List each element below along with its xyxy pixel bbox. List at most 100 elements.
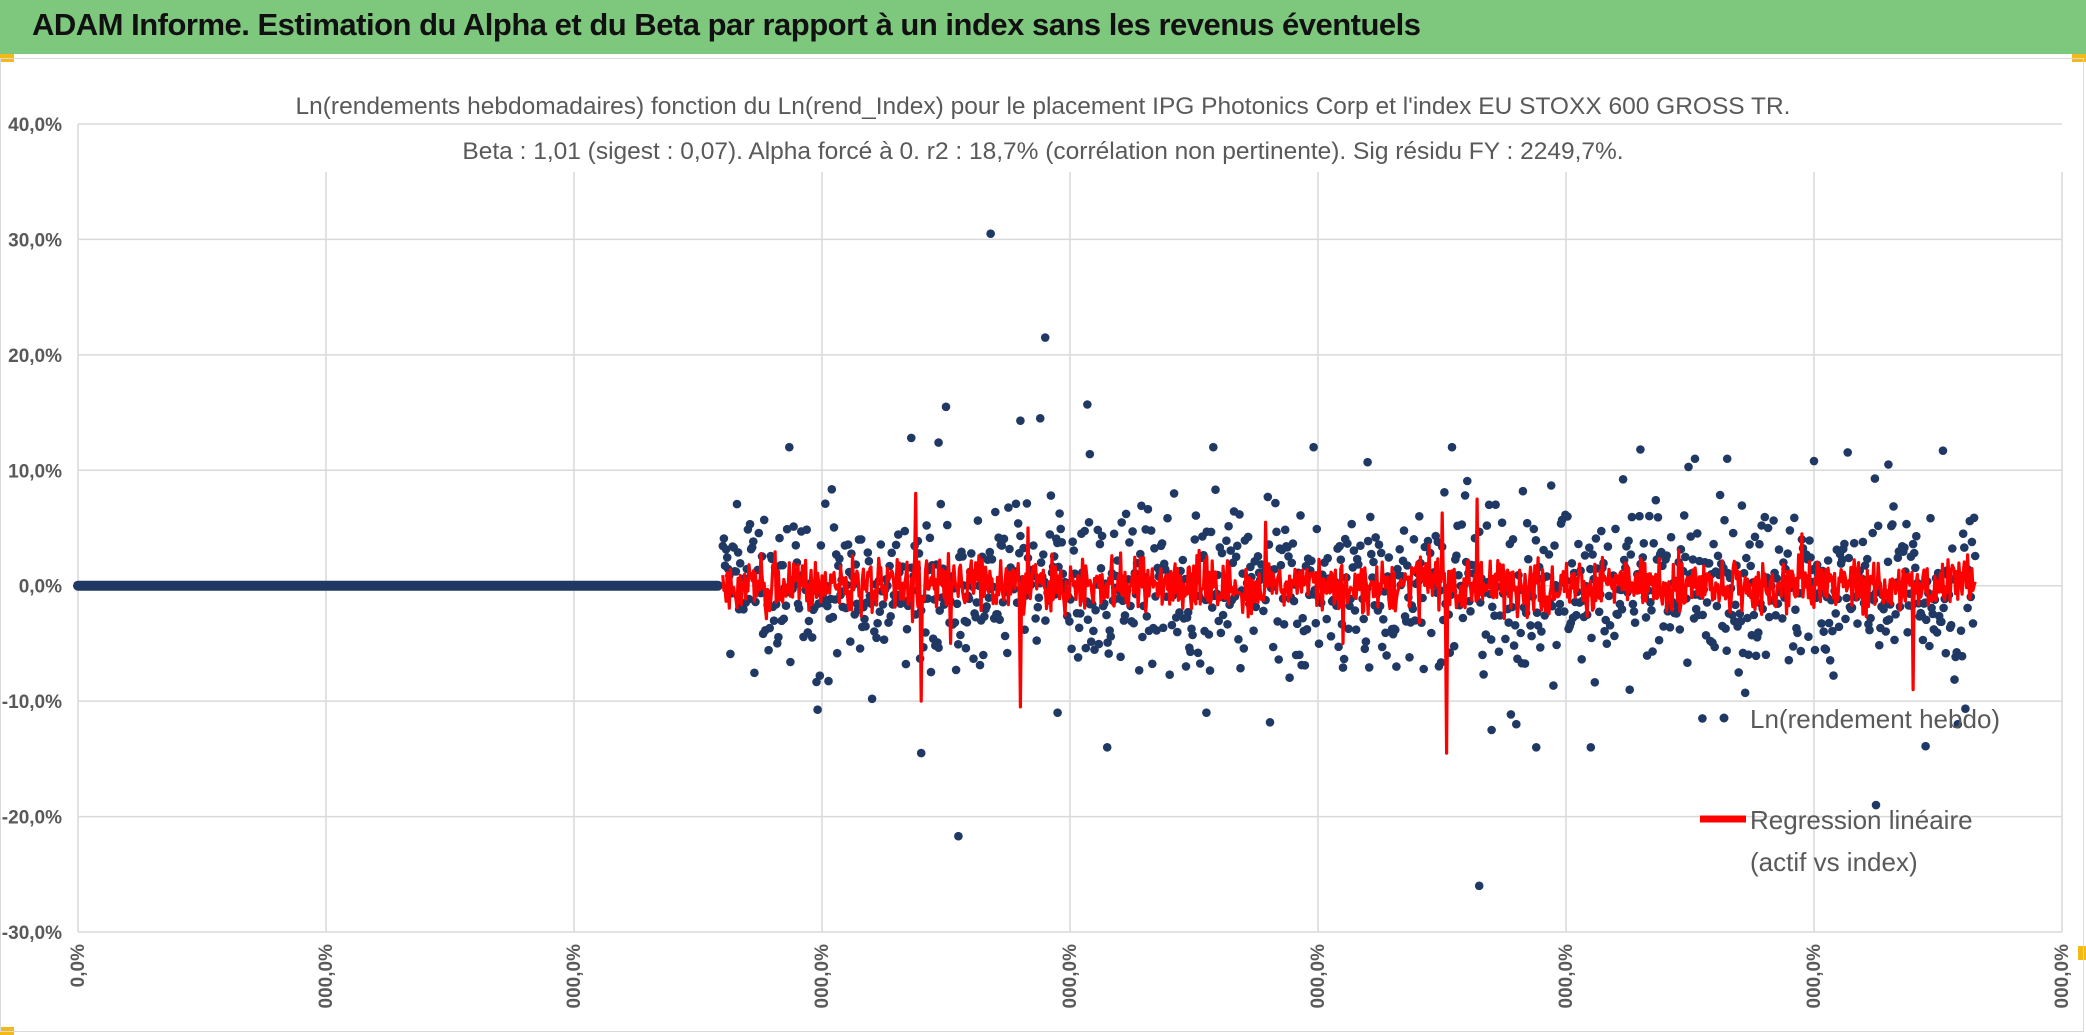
scatter-point [1481,630,1491,639]
scatter-point [953,640,963,649]
scatter-point [1039,550,1048,559]
scatter-point [1224,521,1233,531]
scatter-point [1594,607,1604,617]
scatter-point [873,618,882,628]
scatter-point [1205,666,1215,675]
scatter-point [1675,625,1685,634]
scatter-point [1280,525,1290,535]
scatter-point [1681,552,1690,562]
scatter-point [1165,670,1174,679]
scatter-point [1093,525,1103,535]
scatter-point [1392,662,1401,671]
scatter-point [1076,609,1085,618]
scatter-point [1567,559,1577,568]
scatter-point [1190,535,1200,544]
scatter-point [894,530,903,539]
scatter-point [1302,625,1312,634]
scatter-point [980,612,989,621]
x-tick-label: 000,0% [812,944,833,1009]
scatter-point [732,499,742,509]
scatter-point [1214,616,1223,626]
scatter-point [1520,659,1530,668]
scatter-point [1368,573,1377,582]
scatter-point [789,522,798,531]
scatter-point [807,633,817,642]
scatter-point [1167,620,1177,630]
scatter-point [1743,613,1752,623]
scatter-point [1073,653,1083,662]
scatter-point [1384,553,1394,562]
scatter-point [1273,617,1282,626]
scatter-point [1649,539,1658,548]
scatter-point [1371,533,1380,542]
scatter-point [1143,504,1153,514]
scatter-point [1788,642,1798,651]
scatter-point [876,540,886,549]
scatter-point [1754,628,1763,637]
scatter-point [1751,651,1761,661]
scatter-point [1597,526,1606,536]
scatter-point [1236,663,1245,673]
scatter-point [962,618,972,627]
scatter-point [1628,599,1638,609]
scatter-point [1152,626,1161,635]
scatter-point [1778,614,1787,623]
scatter-point [1207,603,1217,612]
scatter-point [901,659,911,669]
scatter-point [1104,649,1113,658]
scatter-point [1512,719,1521,729]
scatter-point [1529,524,1539,534]
scatter-point [1709,539,1718,549]
scatter-point [1029,541,1038,550]
scatter-point [775,533,784,543]
scatter-point [1081,643,1091,653]
scatter-point [879,635,889,644]
scatter-point [1785,526,1795,535]
scatter-point [1891,610,1900,619]
scatter-point [1968,619,1978,628]
scatter-point [1249,626,1258,635]
scatter-point [823,601,832,611]
scatter-point [1585,543,1594,552]
scatter-point [1710,642,1719,652]
scatter-point [1873,521,1883,531]
scatter-point [731,567,741,576]
scatter-point [1611,524,1620,534]
scatter-point [1624,536,1633,546]
scatter-point [1186,647,1195,657]
scatter-point [1572,610,1581,620]
scatter-point [934,643,943,652]
report-banner: ADAM Informe. Estimation du Alpha et du … [0,0,2086,54]
scatter-point [1828,626,1837,636]
scatter-point [1911,563,1920,573]
scatter-point [1843,448,1852,457]
scatter-point [886,612,895,621]
scatter-point [1356,541,1365,550]
scatter-point [1454,570,1463,580]
scatter-point [1590,678,1600,687]
scatter-point [1134,666,1144,675]
scatter-point [1202,708,1211,717]
scatter-point [1226,546,1235,555]
x-axis-labels: 0,0% 000,0% 000,0% 000,0% 000,0% 000,0% 000,0%… [68,944,2073,1009]
scatter-point [969,654,978,663]
scatter-point [1690,454,1700,464]
scatter-point [1491,500,1500,510]
scatter-point [1089,626,1098,636]
scatter-point [1953,719,1963,729]
scatter-point [1693,529,1702,538]
scatter-point [1908,539,1918,549]
scatter-point [804,616,814,626]
scatter-point [972,598,982,607]
scatter-point [1106,632,1116,641]
scatter-point [764,645,773,655]
x-tick-label: 000,0% [2052,944,2073,1009]
scatter-point [1423,536,1433,546]
scatter-point [1349,546,1359,555]
scatter-point [832,648,842,658]
scatter-point [1142,612,1152,621]
scatter-point [1085,449,1095,459]
scatter-point [1863,554,1872,564]
scatter-point [1289,596,1299,606]
scatter-point [802,525,811,534]
